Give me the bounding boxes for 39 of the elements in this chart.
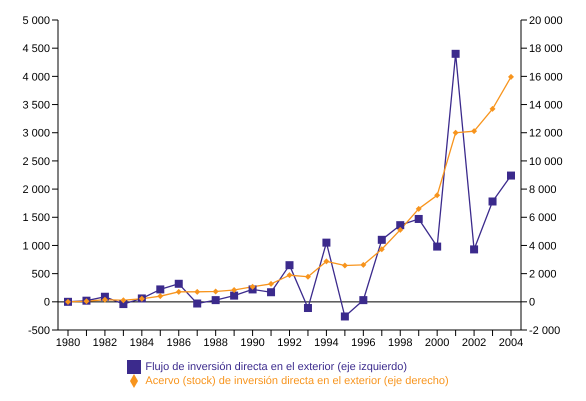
- x-tick-label: 1980: [56, 336, 80, 349]
- y-tick-label: 1 000: [22, 240, 50, 252]
- y-tick-label: 3 500: [22, 99, 50, 112]
- y2-tick-label: 18 000: [529, 43, 563, 56]
- y2-tick-label: 4 000: [529, 240, 557, 252]
- x-tick-label: 1996: [351, 336, 376, 349]
- y-tick-label: 2 000: [22, 184, 50, 196]
- x-tick-label: 2000: [424, 336, 450, 349]
- x-tick-label: 1998: [388, 336, 412, 349]
- y2-tick-label: 12 000: [529, 128, 563, 140]
- y2-tick-label: 0: [529, 296, 536, 309]
- y2-tick-label: 8 000: [529, 184, 557, 196]
- y-tick-label: 4 500: [22, 43, 50, 56]
- x-tick-label: 1982: [92, 336, 118, 349]
- y2-tick-label: 20 000: [529, 14, 563, 27]
- y2-tick-label: 2 000: [529, 268, 557, 281]
- x-tick-label: 2002: [462, 336, 486, 349]
- x-tick-label: 1990: [240, 336, 265, 349]
- y2-tick-label: 6 000: [529, 212, 557, 224]
- y-tick-label: 0: [44, 296, 50, 309]
- y-tick-label: 3 000: [22, 128, 50, 140]
- y2-tick-label: -2 000: [529, 324, 560, 337]
- legend-label: Acervo (stock) de inversión directa en el exterior (eje derecho): [145, 374, 449, 387]
- x-tick-label: 2004: [498, 336, 524, 349]
- x-tick-label: 1994: [314, 336, 339, 349]
- x-tick-label: 1986: [166, 336, 191, 349]
- x-tick-label: 1984: [130, 336, 154, 349]
- y-tick-label: 4 000: [22, 71, 50, 84]
- y2-tick-label: 14 000: [529, 99, 563, 112]
- y2-tick-label: 10 000: [529, 156, 563, 168]
- y-tick-label: 1 500: [22, 212, 50, 224]
- y2-tick-label: 16 000: [529, 71, 563, 84]
- y-tick-label: 500: [32, 268, 50, 281]
- y-tick-label: 2 500: [22, 156, 50, 168]
- y-tick-label: 5 000: [22, 14, 50, 27]
- y-tick-label: -500: [28, 324, 50, 337]
- x-tick-label: 1992: [277, 336, 302, 349]
- legend-label: Flujo de inversión directa en el exterior (eje izquierdo): [145, 360, 408, 373]
- x-tick-label: 1988: [203, 336, 228, 349]
